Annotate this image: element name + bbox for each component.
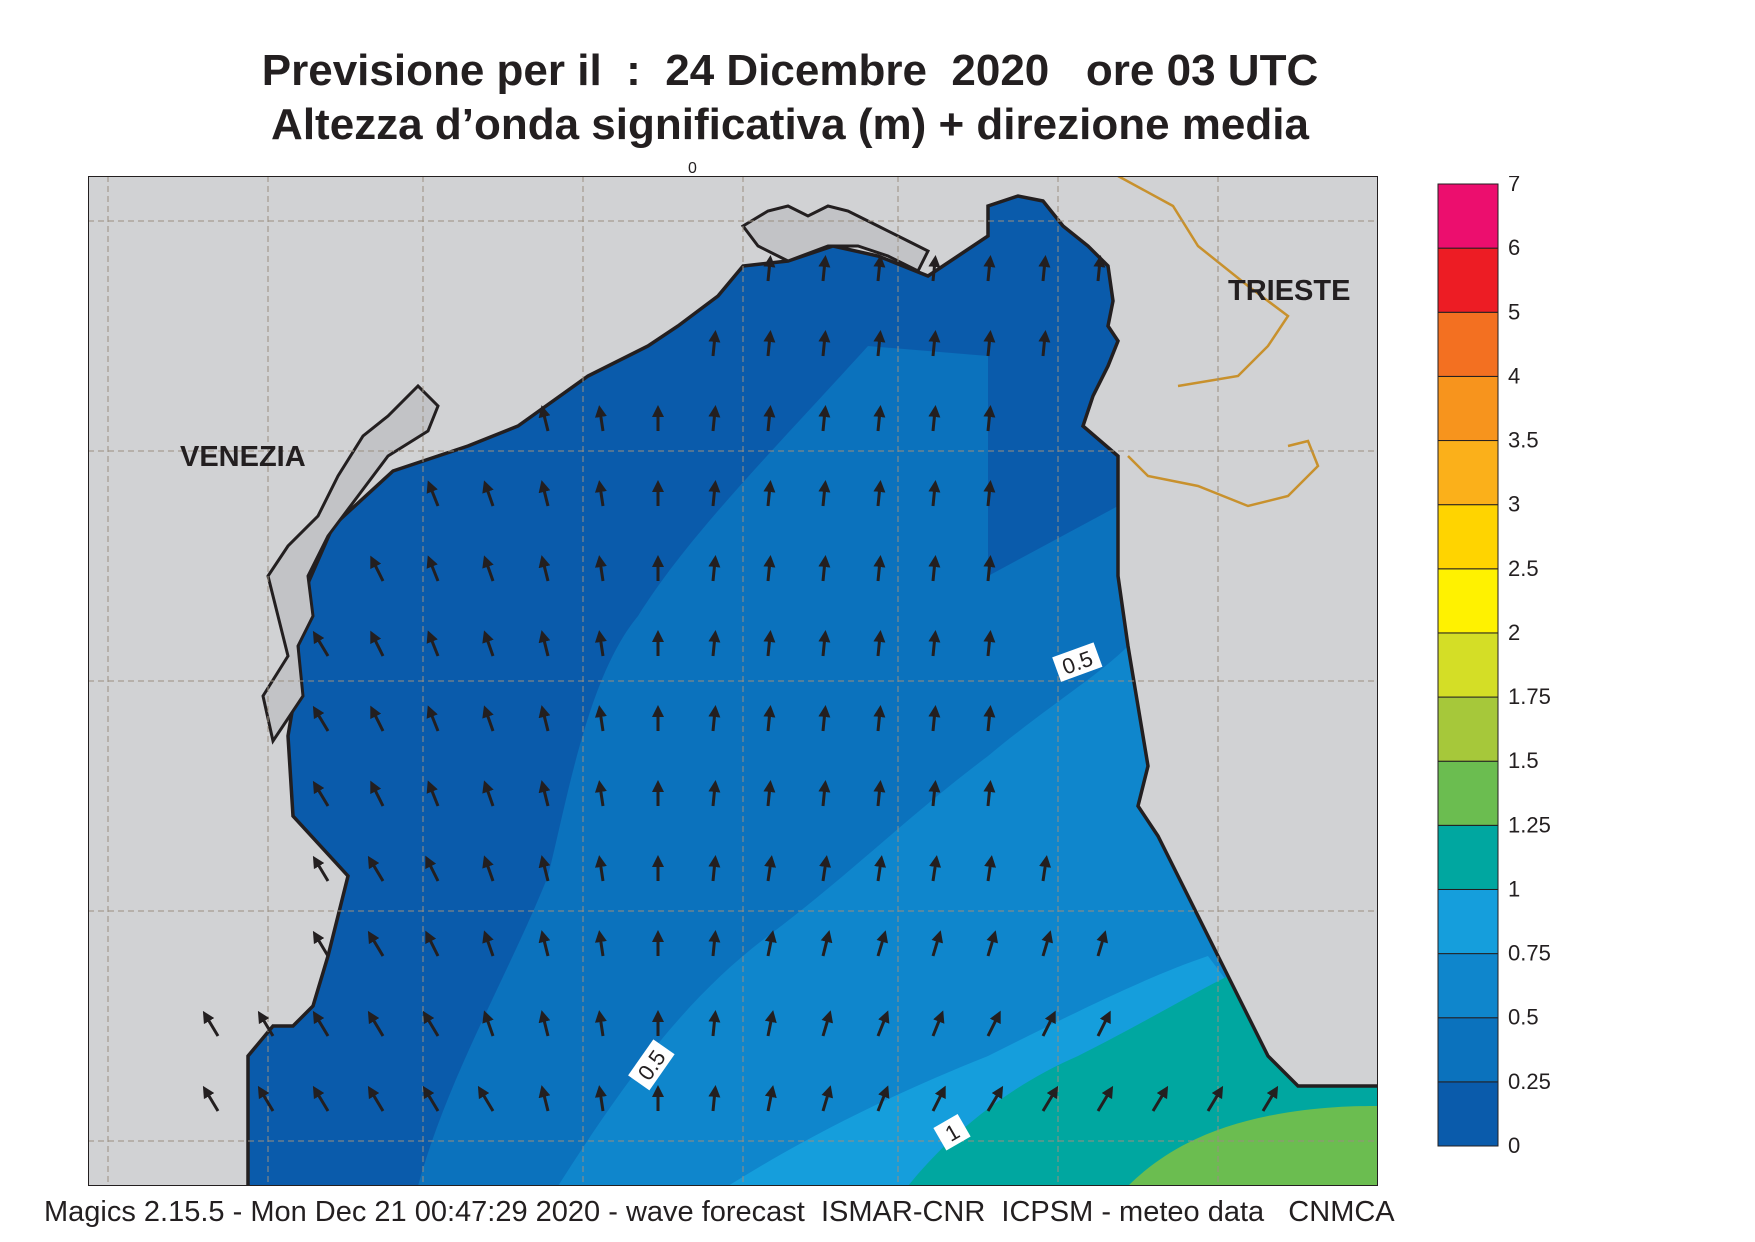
wave-direction-arrows (202, 255, 1279, 1112)
map-frame (88, 176, 1378, 1186)
contour-label-100: 1 (933, 1114, 971, 1151)
legend-color-box (1437, 1017, 1499, 1083)
legend-tick-label: 1.75 (1508, 684, 1551, 709)
legend-tick-label: 0.25 (1508, 1069, 1551, 1094)
legend-tick-label: 4 (1508, 363, 1520, 388)
legend-tick-label: 0.5 (1508, 1005, 1539, 1030)
legend-tick-label: 0.75 (1508, 941, 1551, 966)
footer-credits: Magics 2.15.5 - Mon Dec 21 00:47:29 2020… (44, 1196, 1395, 1228)
national-border (1117, 176, 1320, 508)
legend-color-box (1437, 953, 1499, 1019)
wave-height-map: 0.5 0.5 1 VENEZIA TRIESTE (88, 176, 1378, 1186)
legend-color-box (1437, 888, 1499, 955)
legend-color-box (1437, 760, 1499, 826)
legend-color-box (1437, 632, 1499, 698)
legend-color-box (1437, 375, 1499, 442)
map-title: Previsione per il : 24 Dicembre 2020 ore… (261, 46, 1319, 95)
legend-tick-label: 2.5 (1508, 556, 1539, 581)
grado-lagoon (740, 204, 931, 274)
wave-band-125 (1128, 1106, 1378, 1186)
legend-tick-label: 2 (1508, 620, 1520, 645)
legend-color-box (1437, 183, 1499, 249)
legend-tick-label: 1 (1508, 876, 1520, 901)
legend-tick-label: 7 (1508, 176, 1520, 196)
legend-tick-label: 5 (1508, 299, 1520, 324)
venice-lagoon (261, 383, 440, 745)
legend-tick-label: 0 (1508, 1133, 1520, 1156)
legend-color-box (1437, 696, 1499, 762)
legend-color-box (1437, 824, 1499, 890)
graticule (88, 176, 1378, 1186)
legend-tick-label: 1.5 (1508, 748, 1539, 773)
legend-color-box (1437, 440, 1499, 506)
wave-height-legend: 0 0.25 0.5 0.75 1 1.25 1.5 1.75 2 2.5 3 3.5 4 5 6 7 (1437, 176, 1551, 1156)
venezia-label: VENEZIA (180, 441, 306, 473)
legend-tick-label: 1.25 (1508, 812, 1551, 837)
trieste-label: TRIESTE (1228, 275, 1350, 307)
legend-color-box (1437, 504, 1499, 570)
map-subtitle: Altezza d’onda significativa (m) + direz… (271, 100, 1309, 149)
legend-tick-label: 6 (1508, 235, 1520, 260)
top-tick-label: 0 (688, 160, 697, 177)
legend-color-box (1437, 247, 1499, 313)
legend-tick-label: 3 (1508, 492, 1520, 517)
legend-color-box (1437, 1081, 1499, 1147)
legend-color-box (1437, 311, 1499, 377)
legend-color-box (1437, 568, 1499, 634)
legend-tick-label: 3.5 (1508, 428, 1539, 453)
